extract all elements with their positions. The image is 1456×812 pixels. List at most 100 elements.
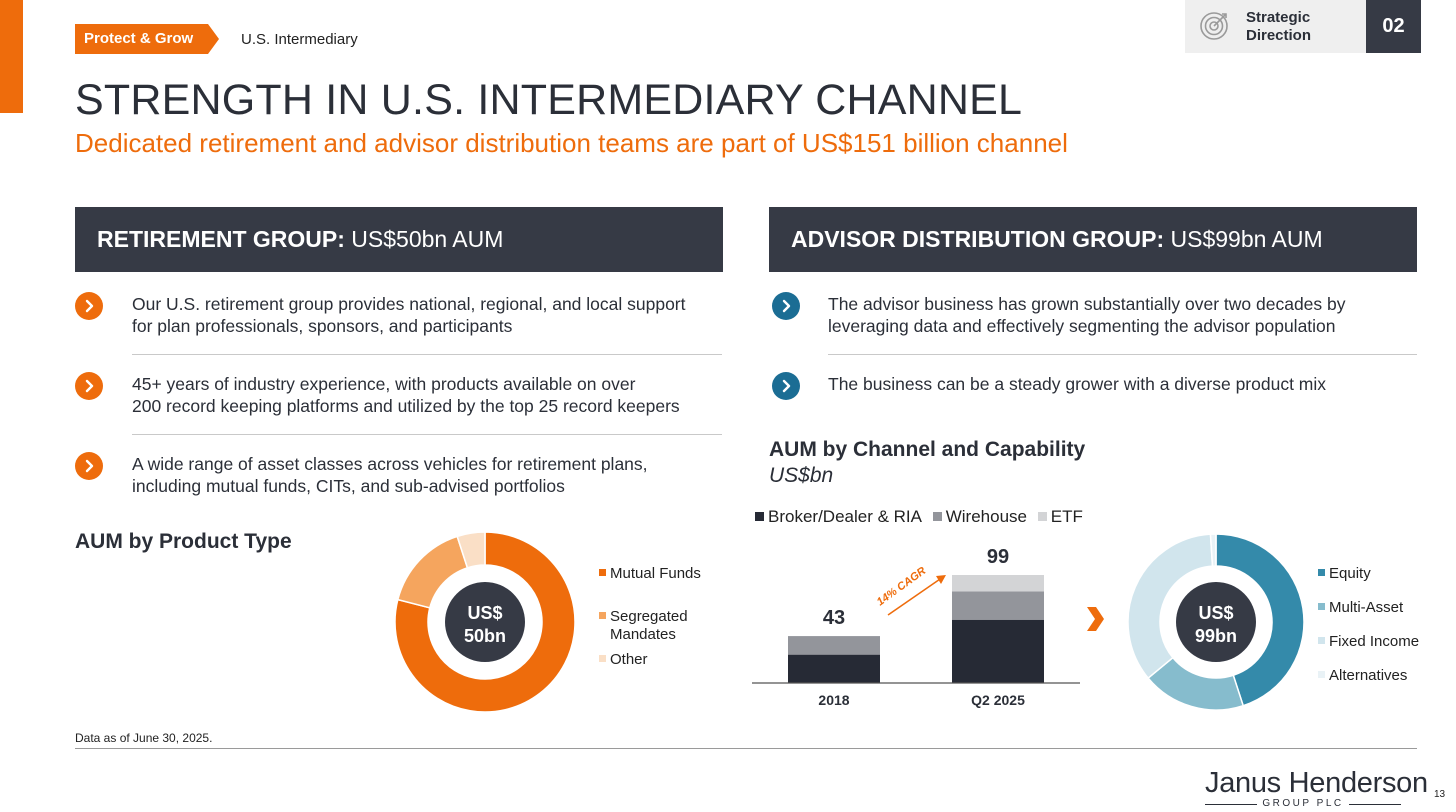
category-label: 2018 — [818, 692, 849, 708]
legend-item: Segregated Mandates — [599, 608, 688, 644]
retirement-group-header: RETIREMENT GROUP: US$50bn AUM — [75, 207, 723, 272]
chevron-right-icon — [75, 452, 103, 480]
legend-swatch — [599, 569, 606, 576]
legend-label: Mutual Funds — [610, 565, 701, 582]
retirement-header-value: US$50bn AUM — [344, 226, 504, 252]
legend-swatch — [1318, 603, 1325, 610]
bullet-line: The advisor business has grown substanti… — [828, 294, 1346, 314]
strategic-line-2: Direction — [1246, 27, 1312, 44]
donut-center-label: US$ — [1198, 603, 1233, 623]
legend-swatch — [1318, 671, 1325, 678]
legend-swatch — [599, 655, 606, 662]
bar-segment-wirehouse — [952, 591, 1044, 620]
retirement-bullet-3: A wide range of asset classes across veh… — [132, 453, 732, 497]
donut-center — [445, 582, 525, 662]
retirement-bullet-2: 45+ years of industry experience, with p… — [132, 373, 732, 417]
donut-center — [1176, 582, 1256, 662]
cagr-annotation: 14% CAGR — [875, 565, 929, 609]
bullet-line: including mutual funds, CITs, and sub-ad… — [132, 476, 565, 496]
legend-item: Multi-Asset — [1318, 599, 1403, 617]
retirement-header-bold: RETIREMENT GROUP: — [97, 226, 345, 252]
bar-chart-legend: Broker/Dealer & RIA Wirehouse ETF — [755, 507, 1083, 527]
strategic-direction-label: Strategic Direction — [1246, 9, 1311, 45]
advisor-header-bold: ADVISOR DISTRIBUTION GROUP: — [791, 226, 1165, 252]
donut-center-label: US$ — [467, 603, 502, 623]
chevron-right-icon — [772, 372, 800, 400]
legend-label: Multi-Asset — [1329, 599, 1404, 616]
divider — [132, 434, 722, 435]
bar-total-label: 43 — [823, 607, 845, 629]
page-number: 13 — [1434, 789, 1446, 800]
chevron-right-icon — [75, 292, 103, 320]
bar-segment-wirehouse — [788, 636, 880, 655]
aum-channel-capability-title: AUM by Channel and Capability — [769, 438, 1086, 461]
advisor-header-value: US$99bn AUM — [1164, 226, 1323, 252]
legend-label: Other — [610, 651, 648, 668]
bar-total-label: 99 — [987, 546, 1009, 568]
donut-slice-other — [456, 531, 486, 569]
strategic-line-1: Strategic — [1246, 9, 1311, 26]
arrow-head-icon — [936, 575, 946, 584]
strategic-direction-box — [1185, 0, 1366, 53]
bullet-line: 200 record keeping platforms and utilize… — [132, 396, 680, 416]
legend-label: Alternatives — [1329, 667, 1408, 684]
legend-swatch — [1037, 512, 1047, 521]
bullet-line: The business can be a steady grower with… — [828, 374, 1327, 394]
product-type-donut-chart: US$ 50bn — [394, 531, 576, 713]
legend-label-wirehouse: Wirehouse — [945, 507, 1027, 526]
legend-label: Mandates — [610, 626, 676, 643]
legend-item: Fixed Income — [1318, 633, 1419, 651]
janus-henderson-logo: Janus Henderson — [1205, 767, 1428, 799]
divider — [132, 354, 722, 355]
page-subtitle: Dedicated retirement and advisor distrib… — [75, 128, 1068, 158]
breadcrumb: U.S. Intermediary — [241, 31, 358, 48]
footer-divider — [75, 748, 1417, 749]
bullet-line: A wide range of asset classes across veh… — [132, 454, 648, 474]
divider — [828, 354, 1417, 355]
donut-slice-equity — [1215, 533, 1305, 707]
target-icon — [1200, 12, 1228, 40]
legend-label: Fixed Income — [1329, 633, 1420, 650]
donut-slice-fixed-income — [1127, 533, 1214, 680]
cagr-arrow — [887, 576, 944, 616]
accent-bar — [0, 0, 23, 113]
chevron-right-icon — [75, 372, 103, 400]
donut-slice-alternatives — [1209, 533, 1217, 567]
bar-segment-broker-dealer-ria — [788, 654, 880, 683]
logo-subtitle: GROUP PLC — [1205, 798, 1401, 809]
category-label: Q2 2025 — [971, 692, 1025, 708]
advisor-bullet-1: The advisor business has grown substanti… — [828, 293, 1418, 337]
donut-center-value: 99bn — [1195, 626, 1237, 646]
bullet-line: Our U.S. retirement group provides natio… — [132, 294, 686, 314]
aum-channel-unit: US$bn — [769, 464, 834, 487]
retirement-bullet-1: Our U.S. retirement group provides natio… — [132, 293, 732, 337]
bullet-line: leveraging data and effectively segmenti… — [828, 316, 1336, 336]
advisor-bullet-2: The business can be a steady grower with… — [828, 373, 1418, 395]
footnote: Data as of June 30, 2025. — [75, 731, 213, 745]
page-title: STRENGTH IN U.S. INTERMEDIARY CHANNEL — [75, 76, 1023, 124]
advisor-group-header: ADVISOR DISTRIBUTION GROUP: US$99bn AUM — [769, 207, 1417, 272]
section-tag: Protect & Grow — [75, 24, 219, 54]
legend-item: Equity — [1318, 565, 1371, 583]
donut-slice-mutual-funds — [394, 531, 576, 713]
legend-swatch — [599, 612, 606, 619]
bullet-line: 45+ years of industry experience, with p… — [132, 374, 636, 394]
bullet-line: for plan professionals, sponsors, and pa… — [132, 316, 513, 336]
chevron-right-icon — [1087, 607, 1104, 631]
bar-segment-broker-dealer-ria — [952, 619, 1044, 683]
donut-center-value: 50bn — [464, 626, 506, 646]
aum-product-type-title: AUM by Product Type — [75, 530, 292, 553]
legend-item: Alternatives — [1318, 667, 1407, 685]
channel-stacked-bar-chart: 43 2018 99 Q2 2025 14% CAGR — [752, 546, 1080, 708]
legend-swatch — [1318, 569, 1325, 576]
capability-donut-chart: US$ 99bn — [1127, 533, 1305, 711]
legend-label-etf: ETF — [1050, 507, 1083, 526]
section-number: 02 — [1366, 0, 1421, 53]
legend-label-broker-dealer: Broker/Dealer & RIA — [768, 507, 922, 526]
legend-label: Equity — [1329, 565, 1371, 582]
legend-swatch — [1318, 637, 1325, 644]
legend-item: Other — [599, 651, 648, 669]
chevron-right-icon — [772, 292, 800, 320]
legend-label: Segregated — [610, 608, 688, 625]
bar-segment-etf — [952, 575, 1044, 592]
